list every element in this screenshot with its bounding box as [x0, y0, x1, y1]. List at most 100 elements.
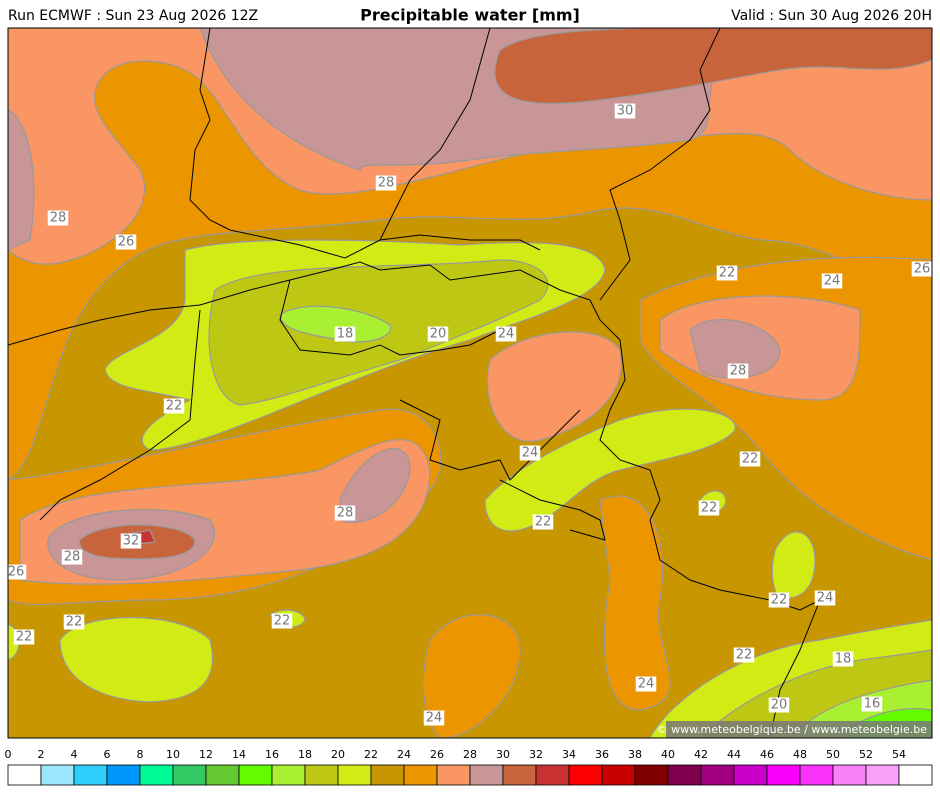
colorbar-tick-label: 18: [298, 748, 312, 761]
valid-label: Valid : Sun 30 Aug 2026 20H: [731, 8, 932, 24]
contour-label: 30: [617, 104, 634, 119]
colorbar-tick-label: 46: [760, 748, 774, 761]
contour-label: 22: [166, 399, 183, 414]
colorbar-swatch: [865, 764, 900, 786]
colorbar-swatch: [205, 764, 240, 786]
colorbar-swatch: [535, 764, 570, 786]
colorbar: 0 2 4 6 8 10 12 14 16 18 20 22 24 26 28 30 32 34 36 38 40 42 4…: [5, 748, 933, 786]
colorbar-tick-label: 38: [628, 748, 642, 761]
contour-label-box: [698, 500, 720, 516]
contour-label: 16: [864, 697, 881, 712]
contour-label: 24: [426, 711, 443, 726]
contour-label-box: [519, 445, 541, 461]
contour-label: 28: [337, 506, 354, 521]
colorbar-tick-label: 52: [859, 748, 873, 761]
contour-label: 24: [824, 274, 841, 289]
contour-label: 26: [118, 235, 135, 250]
colorbar-swatch: [898, 764, 933, 786]
colorbar-tick-label: 12: [199, 748, 213, 761]
colorbar-tick-label: 42: [694, 748, 708, 761]
contour-label-box: [532, 514, 554, 530]
contour-label-box: [814, 590, 836, 606]
colorbar-tick-label: 32: [529, 748, 543, 761]
contour-label: 24: [638, 677, 655, 692]
contour-label-box: [13, 629, 35, 645]
colorbar-tick-label: 20: [331, 748, 345, 761]
contour-label-box: [334, 505, 356, 521]
colorbar-swatch: [172, 764, 207, 786]
colorbar-swatch: [700, 764, 735, 786]
contour-label-box: [733, 647, 755, 663]
contour-label-box: [120, 533, 142, 549]
contour-label: 18: [835, 652, 852, 667]
colorbar-tick-label: 54: [892, 748, 906, 761]
contour-label: 22: [701, 501, 718, 516]
contour-label: 20: [430, 327, 447, 342]
colorbar-tick-label: 4: [71, 748, 78, 761]
colorbar-swatch: [667, 764, 702, 786]
colorbar-swatch: [469, 764, 504, 786]
contour-label-box: [821, 273, 843, 289]
contour-label-box: [163, 398, 185, 414]
colorbar-tick-label: 24: [397, 748, 411, 761]
colorbar-swatch: [7, 764, 42, 786]
contour-label: 20: [771, 698, 788, 713]
contour-label-box: [375, 175, 397, 191]
colorbar-tick-label: 50: [826, 748, 840, 761]
contour-label-box: [63, 614, 85, 630]
contour-label-box: [861, 696, 883, 712]
colorbar-swatch: [766, 764, 801, 786]
colorbar-swatch: [502, 764, 537, 786]
colorbar-swatch: [106, 764, 141, 786]
colorbar-swatch: [568, 764, 603, 786]
contour-label: 28: [50, 211, 67, 226]
colorbar-tick-label: 2: [38, 748, 45, 761]
colorbar-tick-label: 22: [364, 748, 378, 761]
colorbar-swatch: [40, 764, 75, 786]
contour-label-box: [635, 676, 657, 692]
copyright-box: [666, 721, 932, 738]
contour-label: 22: [736, 648, 753, 663]
contour-label-box: [47, 210, 69, 226]
contour-label: 22: [16, 630, 33, 645]
contour-label: 22: [771, 593, 788, 608]
colorbar-swatch: [436, 764, 471, 786]
contour-label-box: [832, 651, 854, 667]
colorbar-swatch: [271, 764, 306, 786]
contour-label-box: [115, 234, 137, 250]
colorbar-tick-label: 48: [793, 748, 807, 761]
colorbar-swatch: [799, 764, 834, 786]
contour-label-box: [61, 549, 83, 565]
contour-label-box: [495, 326, 517, 342]
contour-label: 24: [498, 327, 515, 342]
run-label: Run ECMWF : Sun 23 Aug 2026 12Z: [8, 8, 258, 24]
colorbar-tick-label: 16: [265, 748, 279, 761]
colorbar-swatch: [73, 764, 108, 786]
contour-label: 24: [522, 446, 539, 461]
colorbar-swatch: [832, 764, 867, 786]
colorbar-swatch: [337, 764, 372, 786]
colorbar-swatch: [304, 764, 339, 786]
contour-label: 28: [378, 176, 395, 191]
colorbar-tick-label: 26: [430, 748, 444, 761]
colorbar-swatch: [733, 764, 768, 786]
colorbar-tick-label: 34: [562, 748, 576, 761]
contour-label-box: [911, 261, 933, 277]
contour-label-box: [614, 103, 636, 119]
contour-label-box: [427, 326, 449, 342]
contour-label: 22: [535, 515, 552, 530]
map: 30 28 28 26 22 24 26 18 20 24 28 22 24 2…: [5, 27, 933, 739]
colorbar-tick-label: 28: [463, 748, 477, 761]
contour-label: 18: [337, 327, 354, 342]
contour-label: 24: [817, 591, 834, 606]
copyright: © www.meteobelgique.be / www.meteobelgie…: [657, 723, 928, 736]
colorbar-swatch: [370, 764, 405, 786]
colorbar-tick-label: 0: [5, 748, 12, 761]
contour-label: 22: [274, 614, 291, 629]
colorbar-tick-label: 6: [104, 748, 111, 761]
colorbar-swatch: [238, 764, 273, 786]
colorbar-tick-label: 40: [661, 748, 675, 761]
contour-label-box: [739, 451, 761, 467]
contour-label: 28: [730, 364, 747, 379]
